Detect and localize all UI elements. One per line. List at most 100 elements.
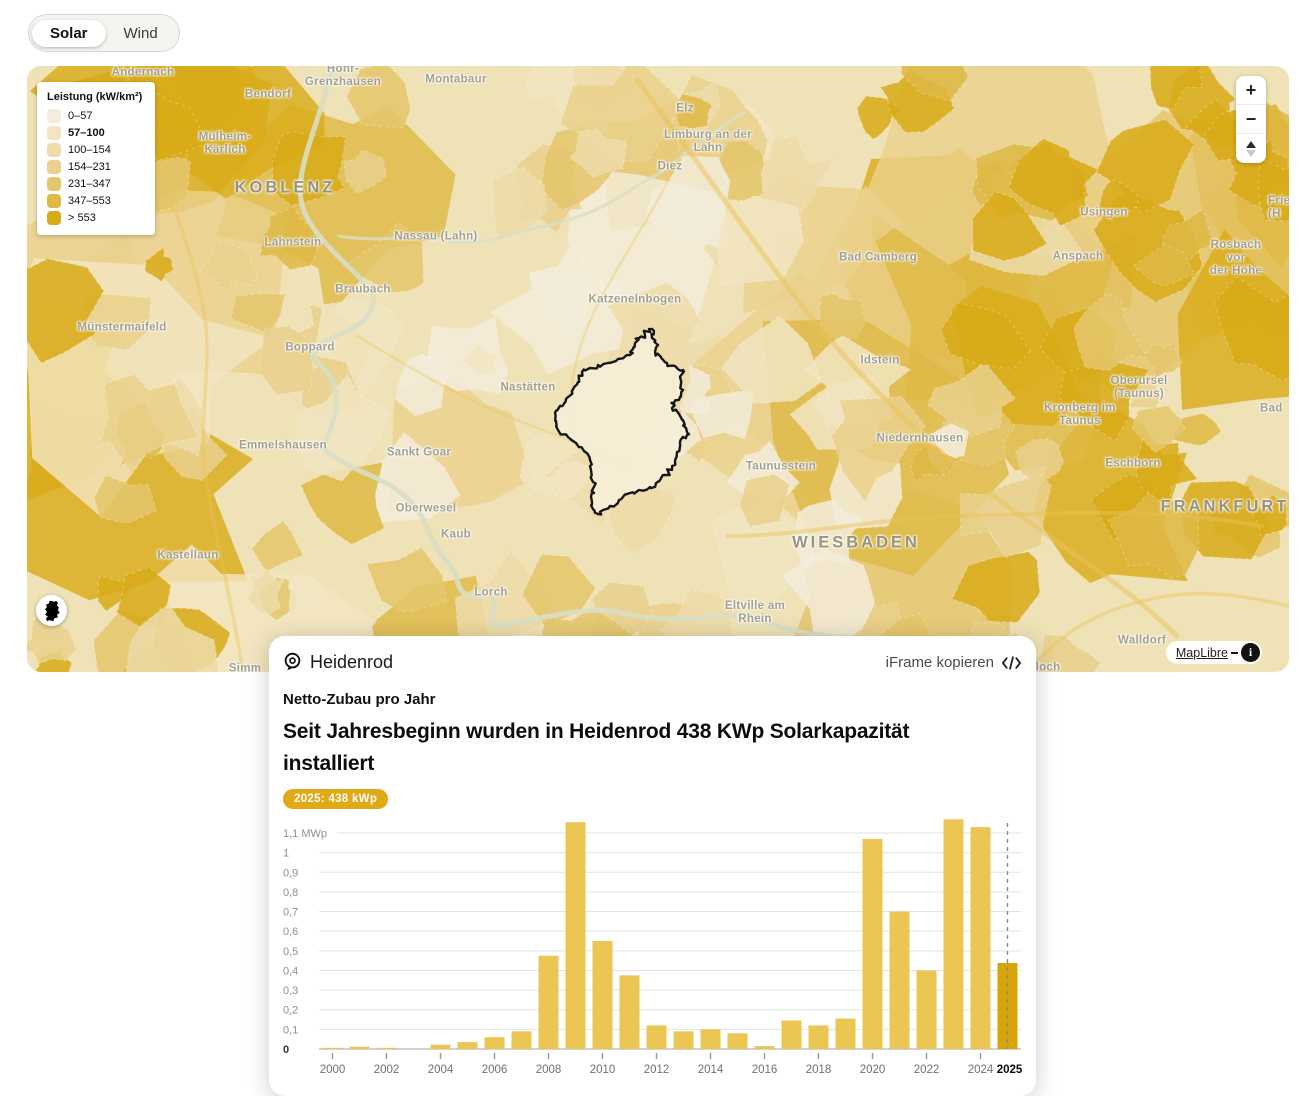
- bar-2020[interactable]: [862, 838, 883, 1049]
- bar-2004[interactable]: [430, 1044, 451, 1049]
- road-frankfurt: [1025, 591, 1289, 672]
- zoom-out-button[interactable]: −: [1236, 105, 1266, 134]
- legend-label: 57–100: [68, 127, 105, 139]
- bar-2001[interactable]: [349, 1046, 370, 1049]
- x-axis-tick-label: 2014: [698, 1064, 724, 1076]
- bar-2024[interactable]: [970, 826, 991, 1049]
- toggle-option-solar[interactable]: Solar: [32, 19, 106, 47]
- bar-2002[interactable]: [376, 1047, 397, 1049]
- bar-2014[interactable]: [700, 1029, 721, 1049]
- legend-label: 154–231: [68, 161, 111, 173]
- bar-2010[interactable]: [592, 940, 613, 1049]
- y-axis-tick-label: 0,6: [283, 926, 298, 938]
- bar-2017[interactable]: [781, 1020, 802, 1049]
- y-axis-tick-label: 0,3: [283, 985, 298, 997]
- bar-2009[interactable]: [565, 822, 586, 1049]
- y-axis-tick-label: 1: [283, 847, 289, 859]
- legend-label: 0–57: [68, 110, 93, 122]
- maplibre-link[interactable]: MapLibre: [1175, 645, 1228, 660]
- legend-item-231–347[interactable]: 231–347: [47, 177, 143, 191]
- bar-2012[interactable]: [646, 1025, 667, 1049]
- copy-iframe-button[interactable]: iFrame kopieren: [886, 654, 1022, 671]
- selected-region-outline[interactable]: [553, 327, 691, 516]
- map-attribution: MapLibre i: [1165, 641, 1262, 664]
- lahn-river: [337, 110, 747, 244]
- bar-2015[interactable]: [727, 1033, 748, 1049]
- code-icon: [1002, 655, 1021, 670]
- legend-item-57–100[interactable]: 57–100: [47, 126, 143, 140]
- bar-2008[interactable]: [538, 955, 559, 1049]
- bar-2018[interactable]: [808, 1025, 829, 1049]
- choropleth-canvas: [27, 66, 1289, 672]
- bar-chart: 1,1 MWp 1 0,9 0,8 0,7 0,6 0,5 0,4 0,3 0,2 0,1 0 2000…: [283, 819, 1023, 1076]
- pitch-toggle-button[interactable]: [1236, 134, 1266, 163]
- bar-2013[interactable]: [673, 1031, 694, 1049]
- x-axis-tick-label: 2000: [320, 1064, 346, 1076]
- bar-2007[interactable]: [511, 1031, 532, 1049]
- copy-iframe-label: iFrame kopieren: [885, 654, 994, 671]
- legend-item-100–154[interactable]: 100–154: [47, 143, 143, 157]
- attribution-dash: [1231, 651, 1238, 654]
- current-year-badge: 2025: 438 kWp: [283, 788, 389, 809]
- legend-swatch: [47, 194, 61, 208]
- y-axis-tick-label: 0,5: [283, 946, 298, 958]
- place-title: Heidenrod: [283, 652, 393, 673]
- legend-item-> 553[interactable]: > 553: [47, 211, 143, 225]
- x-axis-tick-label: 2004: [428, 1064, 454, 1076]
- toggle-option-wind[interactable]: Wind: [123, 24, 158, 42]
- y-axis-tick-label: 0,8: [283, 887, 298, 899]
- map[interactable]: Andernach Bendorf Höhr- Grenzhausen Montaba…: [27, 66, 1289, 672]
- zoom-in-button[interactable]: +: [1236, 76, 1266, 105]
- bar-2005[interactable]: [457, 1041, 478, 1049]
- legend-title: Leistung (kW/km²): [47, 91, 143, 103]
- y-axis-tick-label: 0,2: [283, 1005, 298, 1017]
- y-axis-tick-label: 1,1 MWp: [283, 828, 327, 840]
- detail-card: Heidenrod iFrame kopieren Netto-Zubau pr…: [269, 636, 1036, 1096]
- x-axis-tick-label: 2008: [536, 1064, 562, 1076]
- germany-overview-button[interactable]: [36, 595, 67, 626]
- legend-swatch: [47, 143, 61, 157]
- rhine-river: [297, 66, 953, 672]
- map-legend: Leistung (kW/km²) 0–57 57–100 100–154 154–2…: [37, 82, 155, 235]
- bar-2006[interactable]: [484, 1037, 505, 1049]
- x-axis-tick-label: 2016: [752, 1064, 778, 1076]
- bar-2023[interactable]: [943, 819, 964, 1049]
- location-pin-icon: [284, 652, 301, 671]
- y-axis-tick-label: 0,4: [283, 965, 298, 977]
- chart-kicker: Netto-Zubau pro Jahr: [283, 691, 436, 708]
- attribution-info-button[interactable]: i: [1241, 643, 1260, 662]
- legend-swatch: [47, 126, 61, 140]
- autobahn-a3: [634, 77, 1180, 639]
- y-axis-tick-label: 0,9: [283, 867, 298, 879]
- x-axis-tick-label: 2020: [860, 1064, 886, 1076]
- bar-2019[interactable]: [835, 1018, 856, 1049]
- germany-silhouette-icon: [45, 600, 60, 621]
- bar-2016[interactable]: [754, 1045, 775, 1049]
- legend-item-0–57[interactable]: 0–57: [47, 109, 143, 123]
- legend-label: 347–553: [68, 195, 111, 207]
- legend-item-347–553[interactable]: 347–553: [47, 194, 143, 208]
- legend-swatch: [47, 160, 61, 174]
- bar-2011[interactable]: [619, 975, 640, 1049]
- bar-2025[interactable]: [997, 962, 1018, 1049]
- legend-label: > 553: [68, 212, 96, 224]
- x-axis-tick-label: 2024: [968, 1064, 994, 1076]
- legend-label: 231–347: [68, 178, 111, 190]
- chart-headline: Seit Jahresbeginn wurden in Heidenrod 43…: [283, 720, 910, 775]
- x-axis-current-year-label: 2025: [997, 1064, 1023, 1076]
- x-axis-tick-label: 2002: [374, 1064, 400, 1076]
- pitch-arrows-icon: [1246, 140, 1256, 157]
- x-axis-tick-label: 2012: [644, 1064, 670, 1076]
- legend-item-154–231[interactable]: 154–231: [47, 160, 143, 174]
- legend-swatch: [47, 177, 61, 191]
- y-axis-tick-label: 0,7: [283, 906, 298, 918]
- solar-wind-toggle[interactable]: Solar Wind: [28, 14, 180, 52]
- autobahn-a61: [121, 66, 245, 672]
- bar-2000[interactable]: [322, 1047, 343, 1049]
- bar-2021[interactable]: [889, 911, 910, 1049]
- x-axis-tick-label: 2018: [806, 1064, 832, 1076]
- bar-2022[interactable]: [916, 970, 937, 1049]
- y-axis-tick-label: 0,1: [283, 1024, 298, 1036]
- legend-label: 100–154: [68, 144, 111, 156]
- road-b54: [569, 134, 689, 428]
